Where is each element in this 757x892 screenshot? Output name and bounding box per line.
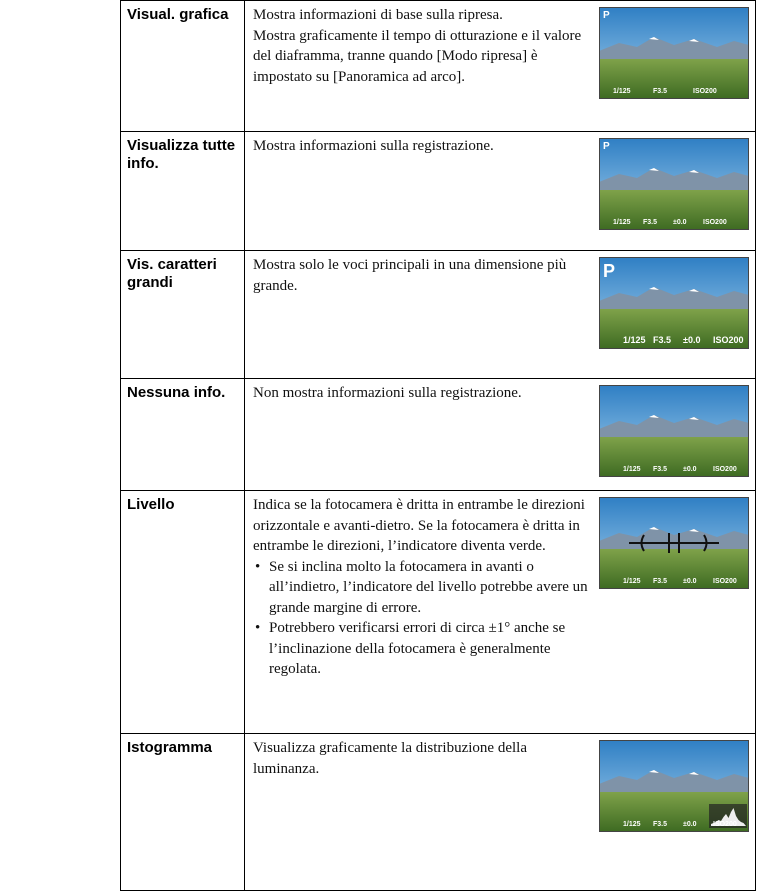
table-row: Visualizza tutte info. Mostra informazion… bbox=[121, 132, 755, 251]
row-description: Mostra informazioni di base sulla ripres… bbox=[253, 5, 595, 87]
shooting-info: ISO200 bbox=[713, 578, 737, 585]
row-name: Nessuna info. bbox=[121, 379, 245, 490]
shooting-info: F3.5 bbox=[653, 821, 667, 828]
mode-indicator: P bbox=[603, 10, 610, 21]
shooting-info: 1/125 bbox=[623, 821, 641, 828]
snow bbox=[649, 415, 699, 420]
mountains bbox=[599, 770, 749, 798]
shooting-info: ISO200 bbox=[713, 335, 744, 345]
bullet: Potrebbero verificarsi errori di circa ±… bbox=[255, 618, 595, 680]
shooting-info: F3.5 bbox=[653, 578, 667, 585]
row-description: Mostra informazioni sulla registrazione. bbox=[253, 136, 595, 157]
frame bbox=[599, 385, 749, 477]
snow bbox=[649, 770, 699, 775]
paragraph: Mostra informazioni sulla registrazione. bbox=[253, 138, 494, 154]
table-row: Livello Indica se la fotocamera è dritta … bbox=[121, 491, 755, 734]
shooting-info: F3.5 bbox=[653, 466, 667, 473]
meadow bbox=[599, 309, 749, 349]
frame bbox=[599, 138, 749, 230]
shooting-info: ISO200 bbox=[713, 466, 737, 473]
meadow bbox=[599, 549, 749, 589]
table-row: Vis. caratteri grandi Mostra solo le voci… bbox=[121, 251, 755, 379]
table-row: Visual. grafica Mostra informazioni di ba… bbox=[121, 1, 755, 132]
shooting-info: F3.5 bbox=[653, 335, 671, 345]
shooting-info: ISO200 bbox=[693, 88, 717, 95]
row-description: Mostra solo le voci principali in una di… bbox=[253, 255, 595, 296]
shooting-info: 1/125 bbox=[623, 578, 641, 585]
paragraph: Mostra informazioni di base sulla ripres… bbox=[253, 7, 503, 23]
shooting-info: ±0.0 bbox=[683, 821, 697, 828]
row-name: Livello bbox=[121, 491, 245, 733]
row-description: Non mostra informazioni sulla registrazi… bbox=[253, 383, 595, 404]
mountains bbox=[599, 37, 749, 65]
shooting-info: ±0.0 bbox=[673, 219, 687, 226]
paragraph: Mostra graficamente il tempo di otturazi… bbox=[253, 27, 582, 85]
paragraph: Visualizza graficamente la distribuzione… bbox=[253, 740, 527, 777]
paragraph: Mostra solo le voci principali in una di… bbox=[253, 257, 567, 294]
paragraph: Indica se la fotocamera è dritta in entr… bbox=[253, 497, 585, 554]
shooting-info: ±0.0 bbox=[683, 578, 697, 585]
screen-thumbnail: 1/125 F3.5 ±0.0 ISO200 bbox=[599, 385, 749, 477]
table-row: Nessuna info. Non mostra informazioni sul… bbox=[121, 379, 755, 491]
table: Visual. grafica Mostra informazioni di ba… bbox=[120, 0, 756, 891]
row-name: Istogramma bbox=[121, 734, 245, 890]
mountains bbox=[599, 527, 749, 555]
shooting-info: ±0.0 bbox=[683, 466, 697, 473]
frame bbox=[599, 497, 749, 589]
bullet: Se si inclina molto la fotocamera in ava… bbox=[255, 557, 595, 619]
histogram bbox=[711, 808, 746, 826]
screen-thumbnail: 1/125 F3.5 ±0.0 ISO200 bbox=[599, 740, 749, 832]
shooting-info: 1/125 bbox=[623, 466, 641, 473]
shooting-info: ISO200 bbox=[713, 821, 737, 828]
screen-thumbnail: P 1/125 F3.5 ISO200 bbox=[599, 7, 749, 99]
shooting-info: F3.5 bbox=[643, 219, 657, 226]
snow bbox=[649, 37, 699, 42]
row-description: Indica se la fotocamera è dritta in entr… bbox=[253, 495, 595, 680]
row-description: Visualizza graficamente la distribuzione… bbox=[253, 738, 595, 779]
mode-indicator: P bbox=[603, 141, 610, 152]
paragraph: Non mostra informazioni sulla registrazi… bbox=[253, 385, 522, 401]
meadow bbox=[599, 59, 749, 99]
shooting-info: 1/125 bbox=[623, 335, 646, 345]
meadow bbox=[599, 190, 749, 230]
mode-indicator: P bbox=[603, 261, 615, 281]
bullet-list: Se si inclina molto la fotocamera in ava… bbox=[253, 557, 595, 680]
frame bbox=[599, 7, 749, 99]
row-name: Visualizza tutte info. bbox=[121, 132, 245, 250]
snow bbox=[649, 287, 699, 292]
shooting-info: 1/125 bbox=[613, 88, 631, 95]
shooting-info: F3.5 bbox=[653, 88, 667, 95]
table-row: Istogramma Visualizza graficamente la dis… bbox=[121, 734, 755, 891]
mountains bbox=[599, 287, 749, 315]
mountains bbox=[599, 415, 749, 443]
screen-thumbnail: 1/125 F3.5 ±0.0 ISO200 bbox=[599, 497, 749, 589]
shooting-info: ±0.0 bbox=[683, 335, 700, 345]
meadow bbox=[599, 437, 749, 477]
snow bbox=[649, 168, 699, 173]
frame bbox=[599, 740, 749, 832]
level-indicator bbox=[629, 533, 719, 553]
screen-thumbnail: P 1/125 F3.5 ±0.0 ISO200 bbox=[599, 138, 749, 230]
screen-thumbnail: P 1/125 F3.5 ±0.0 ISO200 bbox=[599, 257, 749, 349]
row-name: Vis. caratteri grandi bbox=[121, 251, 245, 378]
frame bbox=[599, 257, 749, 349]
shooting-info: ISO200 bbox=[703, 219, 727, 226]
mountains bbox=[599, 168, 749, 196]
row-name: Visual. grafica bbox=[121, 1, 245, 131]
snow bbox=[649, 527, 699, 532]
shooting-info: 1/125 bbox=[613, 219, 631, 226]
